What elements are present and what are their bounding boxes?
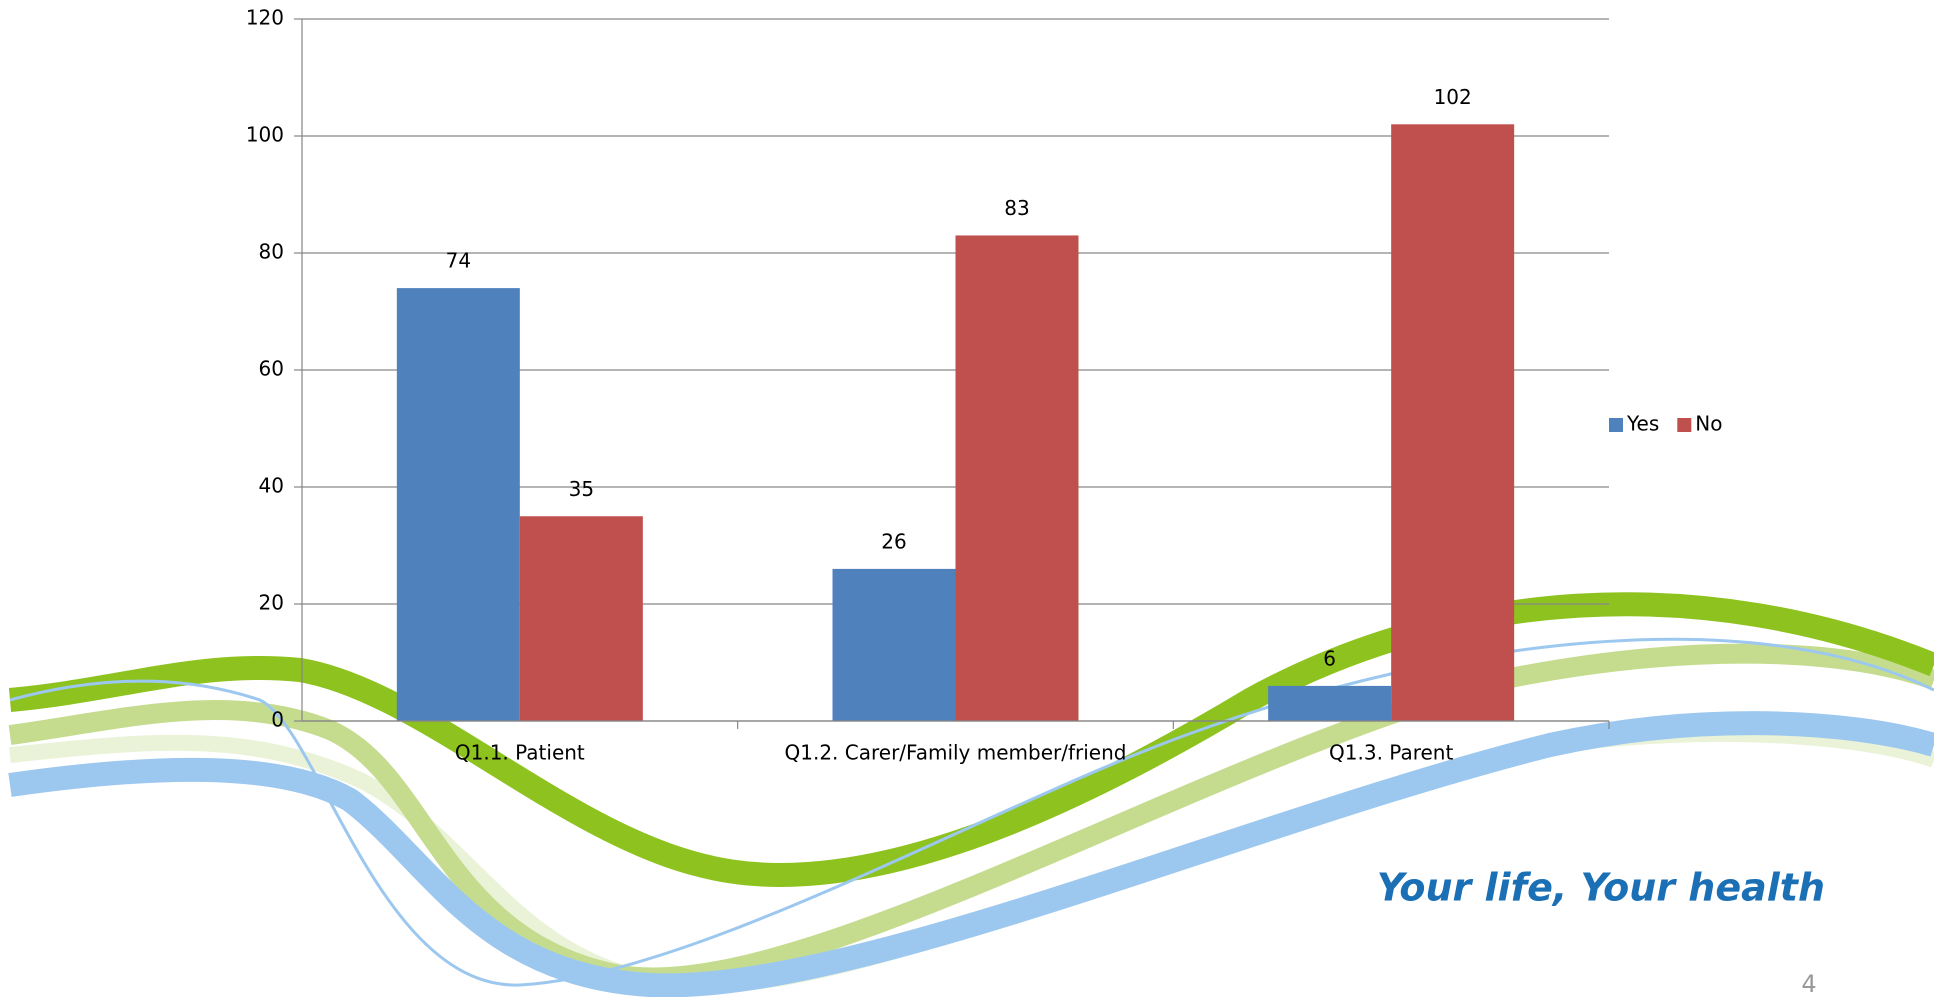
tagline: Your life, Your health: [1377, 866, 1825, 910]
y-tick-label: 40: [259, 474, 284, 498]
page-number: 4: [1801, 970, 1816, 997]
legend-label: Yes: [1626, 412, 1659, 436]
bar: [396, 288, 520, 721]
x-tick-label: Q1.3. Parent: [1329, 741, 1453, 765]
value-label: 83: [1004, 196, 1029, 220]
x-tick-label: Q1.1. Patient: [455, 741, 585, 765]
chart: 0 20 40 60 80 100 120 Q1.1. Patient 74 35 Q1.2. Ca…: [246, 6, 1723, 765]
bar: [832, 568, 956, 721]
decorative-waves: [8, 592, 1934, 997]
x-tick-label: Q1.2. Carer/Family member/friend: [785, 741, 1127, 765]
bar: [955, 235, 1079, 721]
y-tick-label: 120: [246, 6, 284, 30]
y-tick-label: 100: [246, 123, 284, 147]
y-tick-label: 60: [259, 357, 284, 381]
y-tick-label: 0: [271, 708, 284, 732]
bar: [519, 516, 643, 721]
legend-label: No: [1695, 412, 1722, 436]
value-label: 35: [569, 477, 594, 501]
bar: [1391, 124, 1515, 722]
value-label: 26: [881, 529, 906, 553]
value-label: 74: [446, 249, 471, 273]
legend-swatch: [1609, 418, 1623, 432]
value-label: 102: [1434, 85, 1472, 109]
value-label: 6: [1323, 646, 1336, 670]
y-tick-label: 20: [259, 591, 284, 615]
y-tick-label: 80: [259, 240, 284, 264]
legend-swatch: [1677, 418, 1692, 432]
bar: [1268, 685, 1392, 721]
